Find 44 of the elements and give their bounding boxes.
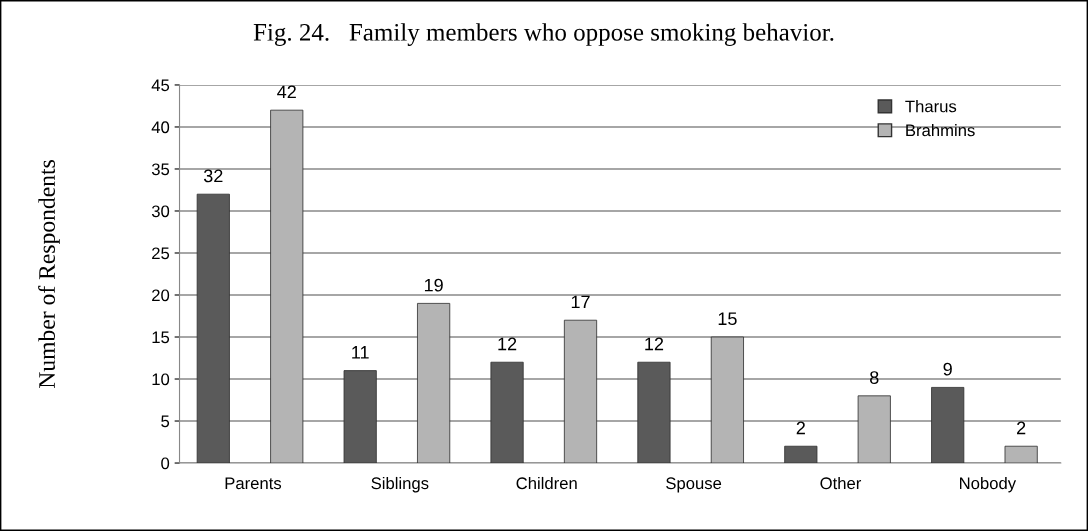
- y-tick-label: 0: [161, 457, 170, 470]
- data-label: 15: [718, 312, 737, 326]
- x-tick-label: Nobody: [960, 476, 1017, 493]
- x-tick-label: Other: [820, 476, 862, 490]
- y-tick-label: 5: [161, 415, 170, 428]
- x-tick-label: Spouse: [666, 477, 722, 493]
- x-tick-label: Parents: [225, 477, 282, 490]
- data-label: 12: [645, 337, 664, 351]
- data-label: 2: [1017, 421, 1026, 435]
- bar: [857, 395, 891, 464]
- data-label: 8: [870, 371, 879, 384]
- y-tick-label: 25: [152, 247, 170, 260]
- y-tick-label: 10: [152, 373, 170, 386]
- bar: [270, 109, 304, 464]
- bar: [784, 445, 818, 464]
- y-tick-label: 15: [152, 331, 170, 344]
- bar: [710, 336, 744, 464]
- data-label: 19: [424, 278, 443, 292]
- data-label: 9: [943, 362, 952, 376]
- y-tick-label: 45: [151, 79, 170, 92]
- y-tick-label: 30: [151, 205, 170, 218]
- legend-label: Tharus: [905, 100, 957, 113]
- bar: [417, 302, 451, 464]
- data-label: 32: [203, 169, 223, 183]
- data-label: 11: [352, 346, 369, 359]
- data-label: 2: [796, 421, 805, 435]
- y-tick-label: 35: [151, 163, 170, 176]
- y-tick-label: 20: [152, 289, 170, 302]
- x-tick-label: Siblings: [371, 476, 429, 493]
- y-axis-title: Number of Respondents: [38, 160, 60, 389]
- bar: [931, 387, 965, 464]
- y-tick-label: 40: [151, 121, 170, 134]
- legend-label: Brahmins: [906, 124, 975, 137]
- data-label: 42: [277, 85, 296, 99]
- x-tick-label: Children: [516, 476, 577, 490]
- chart-title: Fig. 24. Family members who oppose smoking behavior.: [253, 23, 834, 46]
- bar: [563, 319, 598, 464]
- bar: [1004, 445, 1038, 464]
- bar: [196, 193, 230, 464]
- bar: [637, 361, 671, 464]
- data-label: 12: [498, 337, 517, 351]
- bar: [343, 370, 377, 464]
- data-label: 17: [571, 295, 590, 309]
- bar: [490, 361, 524, 464]
